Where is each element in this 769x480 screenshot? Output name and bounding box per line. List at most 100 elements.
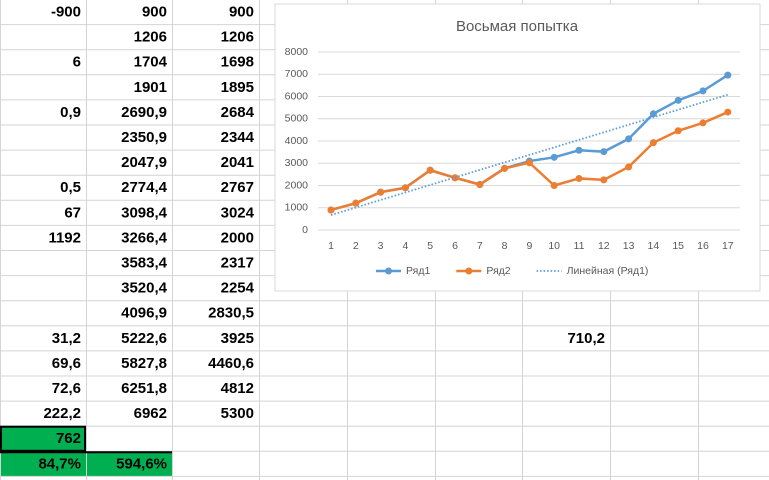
x-tick-label: 16 bbox=[697, 240, 709, 252]
x-tick-label: 11 bbox=[574, 240, 585, 252]
cell-text: 1901 bbox=[134, 79, 167, 96]
legend-marker bbox=[385, 267, 392, 275]
cell-text: 3583,4 bbox=[121, 254, 168, 271]
cell-fill bbox=[1, 426, 86, 451]
cell-text: 84,7% bbox=[38, 455, 81, 472]
cell-text: 1192 bbox=[48, 229, 81, 246]
legend-label: Ряд1 bbox=[406, 265, 430, 277]
cell-text: 2000 bbox=[221, 229, 254, 246]
point bbox=[674, 96, 682, 104]
cell-text: 72,6 bbox=[52, 380, 81, 397]
point bbox=[550, 182, 558, 189]
x-tick-label: 12 bbox=[598, 240, 610, 252]
chart-title: Восьмая попытка bbox=[456, 18, 579, 35]
point bbox=[600, 148, 608, 156]
x-tick-label: 6 bbox=[452, 240, 458, 252]
cell-text: -900 bbox=[51, 3, 81, 20]
point bbox=[525, 159, 533, 167]
x-tick-label: 4 bbox=[402, 240, 408, 252]
cell-text: 69,6 bbox=[52, 355, 81, 372]
cell-text: 2047,9 bbox=[121, 154, 167, 171]
y-tick-label: 4000 bbox=[285, 135, 309, 147]
cell-text: 2774,4 bbox=[121, 179, 168, 196]
point bbox=[649, 110, 657, 118]
cell-text: 2254 bbox=[221, 280, 255, 297]
cell-text: 6 bbox=[73, 54, 81, 71]
cell-text: 3024 bbox=[221, 204, 255, 221]
cell-text: 2690,9 bbox=[121, 104, 167, 121]
y-tick-label: 0 bbox=[302, 224, 308, 236]
cell-selection bbox=[0, 425, 86, 452]
x-tick-label: 14 bbox=[648, 240, 660, 252]
y-tick-label: 3000 bbox=[285, 157, 309, 169]
point bbox=[674, 127, 682, 135]
cell-text: 1704 bbox=[134, 54, 168, 71]
point bbox=[476, 181, 484, 189]
cell-text: 2830,5 bbox=[208, 305, 254, 322]
x-tick-label: 15 bbox=[672, 240, 684, 252]
y-tick-label: 8000 bbox=[285, 46, 309, 58]
chart: Восьмая попытка 0 1000 2000 3000 4000 5000 600… bbox=[274, 3, 761, 292]
point bbox=[724, 71, 732, 79]
point bbox=[575, 146, 583, 154]
point bbox=[327, 206, 335, 214]
cell-fill bbox=[1, 451, 86, 476]
cell-text: 5827,8 bbox=[121, 355, 167, 372]
x-tick-label: 8 bbox=[502, 240, 508, 252]
cell-text: 2041 bbox=[221, 154, 254, 171]
point bbox=[451, 174, 459, 182]
cell-text: 6251,8 bbox=[121, 380, 167, 397]
point bbox=[625, 135, 633, 143]
point bbox=[649, 139, 657, 147]
cell-text: 2684 bbox=[221, 104, 255, 121]
cell-text: 67 bbox=[64, 204, 81, 221]
cell-text: 3520,4 bbox=[121, 280, 168, 297]
y-tick-label: 6000 bbox=[285, 90, 309, 102]
point bbox=[699, 87, 707, 95]
x-tick-label: 3 bbox=[378, 240, 384, 252]
cell-text: 2344 bbox=[221, 129, 255, 146]
point bbox=[724, 108, 732, 116]
cell-text: 2350,9 bbox=[121, 129, 167, 146]
cell-text: 4812 bbox=[221, 380, 254, 397]
point bbox=[501, 164, 509, 172]
cell-text: 5222,6 bbox=[121, 330, 167, 347]
legend-marker bbox=[465, 267, 473, 275]
x-tick-label: 2 bbox=[353, 240, 359, 252]
x-tick-label: 5 bbox=[427, 240, 433, 252]
y-tick-label: 5000 bbox=[285, 113, 309, 125]
y-tick-label: 1000 bbox=[285, 202, 309, 214]
cell-text: 222,2 bbox=[43, 405, 81, 422]
point bbox=[600, 176, 608, 184]
point bbox=[575, 174, 583, 182]
point bbox=[550, 153, 558, 161]
trendline bbox=[330, 93, 729, 216]
cell-text: 0,9 bbox=[60, 104, 81, 121]
point bbox=[426, 166, 434, 174]
cell-text: 1206 bbox=[221, 29, 254, 46]
cell-text: 1206 bbox=[134, 29, 167, 46]
cell-text: 2317 bbox=[221, 254, 254, 271]
cell-text: 710,2 bbox=[567, 330, 605, 347]
cell-text: 900 bbox=[229, 3, 254, 20]
cell-text: 31,2 bbox=[52, 330, 81, 347]
cell-text: 1895 bbox=[221, 79, 254, 96]
cell-text: 594,6% bbox=[116, 455, 167, 472]
x-tick-label: 10 bbox=[548, 240, 560, 252]
x-tick-label: 13 bbox=[623, 240, 635, 252]
cell-fill bbox=[87, 451, 172, 476]
y-tick-label: 2000 bbox=[285, 179, 309, 191]
point bbox=[352, 199, 360, 207]
cell-text: 900 bbox=[142, 3, 167, 20]
cell-text: 3925 bbox=[221, 330, 254, 347]
cell-text: 2767 bbox=[221, 179, 254, 196]
legend-label: Линейная (Ряд1) bbox=[567, 265, 649, 277]
chart-area bbox=[274, 3, 761, 292]
point bbox=[401, 184, 409, 192]
x-tick-label: 17 bbox=[722, 240, 734, 252]
point bbox=[699, 119, 707, 127]
point bbox=[377, 188, 385, 196]
cell-text: 0,5 bbox=[60, 179, 81, 196]
cell-text: 1698 bbox=[221, 54, 254, 71]
